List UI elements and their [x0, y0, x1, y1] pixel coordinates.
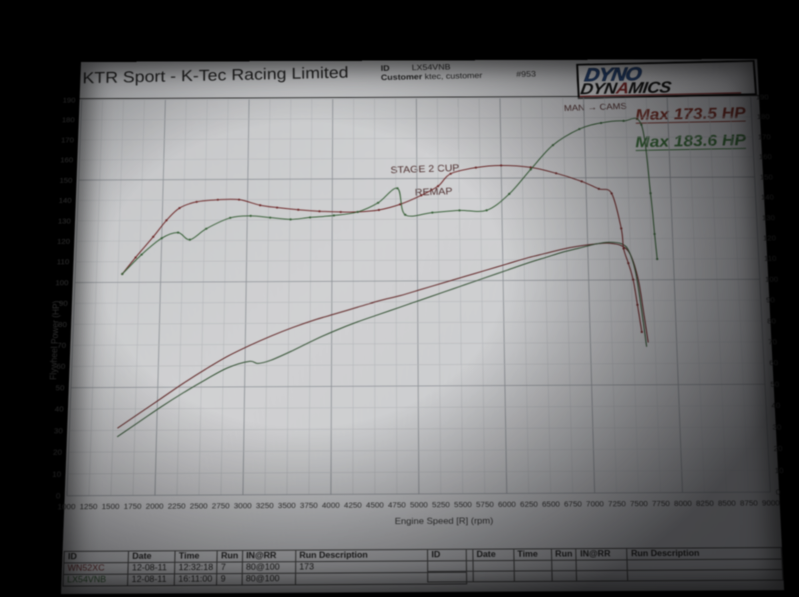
svg-text:50: 50: [55, 384, 64, 392]
svg-text:110: 110: [57, 258, 70, 266]
svg-text:4750: 4750: [388, 501, 406, 510]
svg-text:3000: 3000: [234, 502, 252, 511]
svg-text:120: 120: [57, 238, 70, 246]
svg-text:140: 140: [58, 197, 71, 205]
svg-text:2500: 2500: [190, 502, 208, 511]
svg-text:0: 0: [56, 492, 61, 500]
svg-text:7250: 7250: [608, 500, 626, 509]
svg-text:30: 30: [54, 427, 63, 435]
svg-text:4500: 4500: [366, 501, 384, 510]
svg-text:1500: 1500: [101, 503, 119, 512]
svg-text:50: 50: [770, 380, 779, 388]
svg-text:20: 20: [773, 445, 782, 453]
svg-text:7500: 7500: [630, 500, 648, 509]
svg-text:8500: 8500: [718, 499, 736, 508]
svg-text:150: 150: [59, 177, 72, 185]
svg-text:8000: 8000: [674, 500, 692, 509]
svg-text:60: 60: [769, 359, 778, 367]
svg-text:5000: 5000: [410, 501, 428, 510]
svg-text:150: 150: [760, 173, 773, 181]
svg-text:70: 70: [768, 338, 777, 346]
svg-text:40: 40: [771, 402, 780, 410]
svg-text:2000: 2000: [146, 502, 164, 511]
svg-text:190: 190: [756, 94, 769, 102]
svg-text:130: 130: [58, 217, 71, 225]
svg-text:6000: 6000: [498, 501, 516, 510]
svg-text:160: 160: [60, 157, 73, 165]
svg-text:180: 180: [62, 117, 75, 125]
svg-text:80: 80: [767, 317, 776, 325]
svg-text:5750: 5750: [476, 501, 494, 510]
svg-text:40: 40: [55, 406, 64, 414]
svg-text:7000: 7000: [586, 500, 604, 509]
svg-text:20: 20: [53, 449, 62, 457]
svg-text:3750: 3750: [300, 502, 318, 511]
svg-text:8250: 8250: [696, 499, 714, 508]
svg-text:2250: 2250: [168, 502, 186, 511]
svg-text:1750: 1750: [124, 503, 142, 512]
svg-text:9000: 9000: [762, 499, 780, 508]
svg-text:120: 120: [763, 234, 776, 242]
svg-text:90: 90: [766, 296, 775, 304]
svg-text:5500: 5500: [454, 501, 472, 510]
svg-text:1250: 1250: [79, 503, 97, 512]
svg-text:0: 0: [776, 488, 781, 496]
svg-text:170: 170: [758, 133, 771, 141]
svg-text:5250: 5250: [432, 501, 450, 510]
svg-text:6250: 6250: [520, 500, 538, 509]
svg-text:8750: 8750: [740, 499, 758, 508]
svg-text:2750: 2750: [212, 502, 230, 511]
svg-text:3250: 3250: [256, 502, 274, 511]
svg-text:190: 190: [62, 97, 75, 105]
svg-text:3500: 3500: [278, 502, 296, 511]
svg-text:4250: 4250: [344, 501, 362, 510]
svg-text:100: 100: [55, 279, 68, 287]
svg-text:10: 10: [775, 467, 784, 475]
svg-text:6500: 6500: [542, 500, 560, 509]
svg-text:10: 10: [52, 470, 61, 478]
svg-text:30: 30: [772, 423, 781, 431]
svg-text:110: 110: [764, 255, 777, 263]
svg-text:4000: 4000: [322, 501, 340, 510]
svg-text:170: 170: [61, 137, 74, 145]
svg-text:130: 130: [762, 214, 775, 222]
svg-text:100: 100: [765, 276, 778, 284]
svg-text:140: 140: [761, 194, 774, 202]
svg-text:160: 160: [759, 153, 772, 161]
svg-text:180: 180: [757, 113, 770, 121]
svg-text:7750: 7750: [652, 500, 670, 509]
svg-text:6750: 6750: [564, 500, 582, 509]
svg-text:1000: 1000: [57, 503, 75, 512]
